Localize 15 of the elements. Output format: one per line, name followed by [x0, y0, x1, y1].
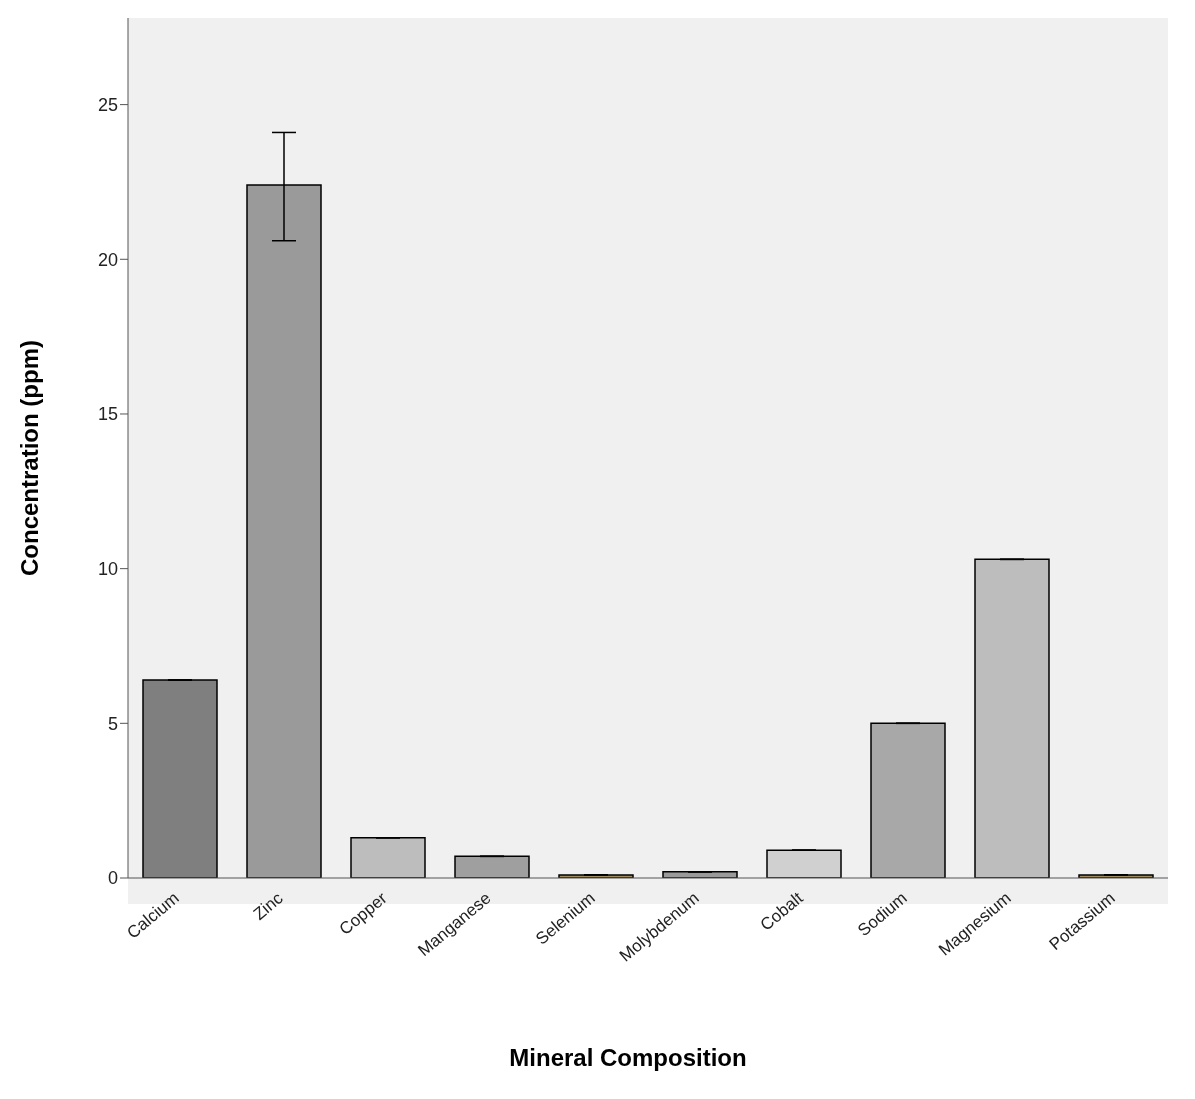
y-tick-label: 25: [97, 95, 118, 116]
y-tick-label: 15: [97, 404, 118, 425]
bar: [142, 679, 218, 878]
y-tick-label: 5: [107, 713, 118, 734]
bar: [350, 837, 426, 878]
bar: [766, 849, 842, 878]
x-tick-label: Zinc: [249, 888, 287, 924]
bar: [454, 855, 530, 878]
bar: [974, 558, 1050, 878]
y-axis-title: Concentration (ppm): [16, 340, 44, 576]
y-tick-label: 0: [107, 868, 118, 889]
y-tick-label: 20: [97, 249, 118, 270]
y-tick-label: 10: [97, 559, 118, 580]
x-axis-title: Mineral Composition: [509, 1044, 747, 1072]
bar: [870, 722, 946, 878]
